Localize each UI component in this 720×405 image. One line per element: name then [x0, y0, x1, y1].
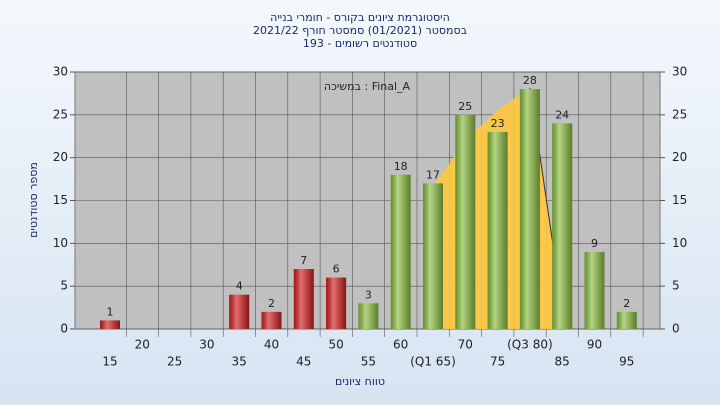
chart-subtitle-2: סטודנטים רשומים - 193	[303, 37, 417, 50]
y-tick-label: 0	[60, 322, 68, 336]
y-axis-title: מספר סטודנטים	[27, 162, 40, 238]
y2-tick-label: 30	[672, 65, 687, 79]
x-tick-label: 85	[555, 355, 570, 369]
x-tick-label: 70	[458, 338, 473, 352]
bar-shade	[552, 123, 573, 330]
x-tick-label: (Q3 80)	[507, 338, 553, 352]
x-tick-label: 20	[135, 338, 150, 352]
chart-subtitle: בסמסטר (01/2021) סמסטר חורף 2021/22	[253, 24, 467, 37]
bar-shade	[455, 114, 476, 329]
value-label: 2	[623, 297, 630, 310]
bar-shade	[326, 277, 347, 329]
x-tick-label: 35	[232, 355, 247, 369]
x-tick-label: 15	[102, 355, 117, 369]
y2-tick-label: 25	[672, 107, 687, 121]
y-tick-label: 10	[53, 236, 68, 250]
x-tick-label: 50	[328, 338, 343, 352]
x-tick-label: 75	[490, 355, 505, 369]
x-tick-label: 60	[393, 338, 408, 352]
x-axis-title: טווח ציונים	[335, 375, 385, 388]
value-label: 7	[300, 254, 307, 267]
chart-title: היסטוגרמת ציונים בקורס - חומרי בנייה	[270, 11, 450, 24]
annotation: במשיכה : Final_A	[324, 80, 411, 93]
bar-shade	[229, 294, 250, 329]
value-label: 18	[394, 160, 408, 173]
value-label: 2	[268, 297, 275, 310]
bar-shade	[293, 269, 314, 329]
x-tick-label: 25	[167, 355, 182, 369]
x-tick-label: 90	[587, 338, 602, 352]
y-tick-label: 15	[53, 193, 68, 207]
y2-tick-label: 5	[672, 279, 680, 293]
y-tick-label: 5	[60, 279, 68, 293]
bar-shade	[261, 311, 282, 329]
bar-shade	[519, 89, 540, 329]
value-label: 17	[426, 168, 440, 181]
value-label: 25	[458, 100, 472, 113]
y-tick-label: 20	[53, 150, 68, 164]
x-tick-label: 45	[296, 355, 311, 369]
bar-shade	[584, 251, 605, 329]
value-label: 6	[333, 263, 340, 276]
bar-shade	[423, 183, 443, 329]
value-label: 4	[236, 280, 243, 293]
x-tick-label: 30	[199, 338, 214, 352]
y2-tick-label: 0	[672, 322, 680, 336]
bar-shade	[358, 303, 379, 329]
value-label: 24	[555, 108, 569, 121]
y2-tick-label: 20	[672, 150, 687, 164]
bar-shade	[616, 311, 637, 329]
x-tick-label: (Q1 65)	[410, 355, 456, 369]
x-tick-label: 95	[619, 355, 634, 369]
value-label: 28	[523, 74, 537, 87]
value-label: 23	[491, 117, 505, 130]
y2-tick-label: 10	[672, 236, 687, 250]
value-label: 3	[365, 288, 372, 301]
x-tick-label: 40	[264, 338, 279, 352]
x-tick-label: 55	[361, 355, 376, 369]
y-tick-label: 25	[53, 107, 68, 121]
y-tick-label: 30	[53, 65, 68, 79]
bar-shade	[100, 320, 120, 329]
bar-shade	[487, 131, 508, 329]
value-label: 1	[107, 305, 114, 318]
y2-tick-label: 15	[672, 193, 687, 207]
bar-shade	[390, 174, 411, 329]
value-label: 9	[591, 237, 598, 250]
